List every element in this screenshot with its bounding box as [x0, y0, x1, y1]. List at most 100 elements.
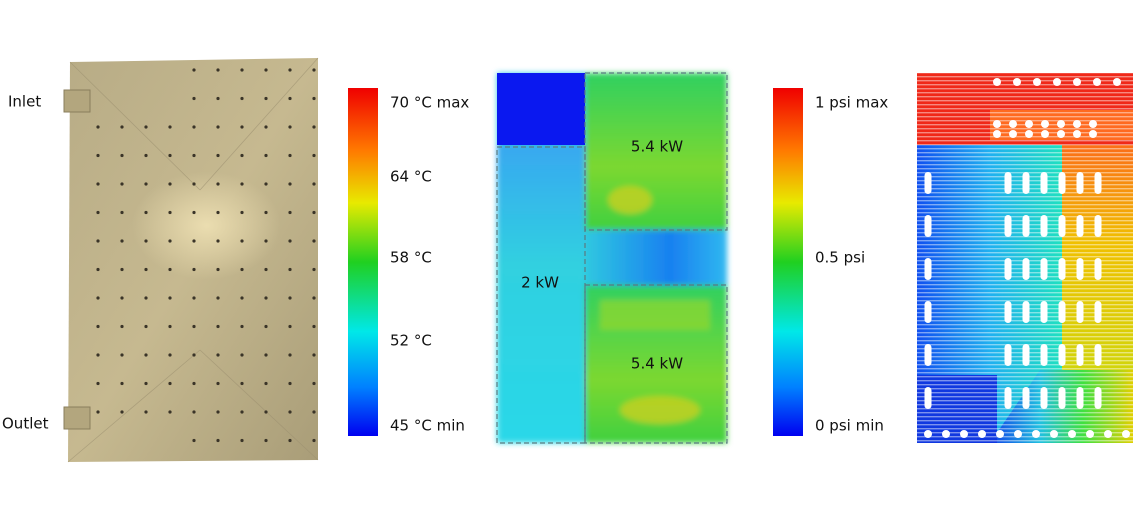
hole: [312, 153, 316, 158]
port: [1068, 430, 1076, 438]
hole: [216, 182, 220, 186]
pressure-map: [917, 73, 1133, 443]
colorbar: [348, 88, 378, 436]
hole: [192, 182, 196, 186]
slot: [1022, 301, 1030, 323]
hole: [240, 324, 244, 329]
slot: [1094, 172, 1102, 194]
hole: [240, 125, 244, 129]
hole: [264, 182, 268, 186]
slot: [1004, 344, 1012, 366]
hole: [120, 296, 124, 300]
hole: [240, 96, 244, 101]
hole: [144, 153, 148, 158]
hole: [168, 267, 172, 272]
port: [924, 430, 932, 438]
port: [1113, 78, 1121, 86]
slot: [1040, 387, 1048, 409]
hole: [216, 353, 220, 357]
cold-plate-photo: Inlet Outlet: [2, 57, 319, 463]
hole: [120, 410, 124, 414]
port: [993, 130, 1001, 138]
zone-outlines: [496, 72, 728, 444]
port: [1009, 130, 1017, 138]
hole: [264, 267, 268, 272]
hole: [264, 353, 268, 357]
hole: [192, 125, 196, 129]
heat-load-label: 5.4 kW: [631, 138, 683, 156]
hole: [192, 324, 196, 329]
hole: [240, 210, 244, 215]
hole: [288, 125, 292, 129]
hole: [144, 296, 148, 300]
port: [1014, 430, 1022, 438]
slot: [924, 258, 932, 280]
port: [1093, 78, 1101, 86]
port: [1089, 120, 1097, 128]
slot: [1076, 258, 1084, 280]
slot: [1058, 344, 1066, 366]
port: [1089, 130, 1097, 138]
hole: [240, 296, 244, 300]
slot: [1076, 301, 1084, 323]
hole: [264, 296, 268, 300]
hole: [288, 438, 292, 443]
slot: [1022, 258, 1030, 280]
port: [1025, 120, 1033, 128]
slot: [1058, 172, 1066, 194]
hole: [312, 410, 316, 414]
hole: [96, 410, 100, 414]
slot: [1094, 215, 1102, 237]
hole: [120, 239, 124, 243]
hole: [288, 210, 292, 215]
scale-label: 1 psi max: [815, 94, 888, 112]
hole: [288, 239, 292, 243]
hole: [96, 153, 100, 158]
hole: [216, 381, 220, 386]
hole: [144, 182, 148, 186]
hole: [120, 267, 124, 272]
hole: [288, 381, 292, 386]
port: [978, 430, 986, 438]
inlet-label: Inlet: [8, 93, 41, 111]
slot: [1040, 172, 1048, 194]
hole: [96, 353, 100, 357]
slot: [1094, 258, 1102, 280]
port: [1032, 430, 1040, 438]
port: [1122, 430, 1130, 438]
hole: [168, 125, 172, 129]
hole: [192, 353, 196, 357]
hole: [168, 153, 172, 158]
hole: [144, 267, 148, 272]
hole: [96, 267, 100, 272]
slot: [1058, 258, 1066, 280]
plate-seams: [67, 57, 319, 463]
hole: [216, 324, 220, 329]
hole: [120, 182, 124, 186]
pressure-colorbar: 1 psi max 0.5 psi 0 psi min: [773, 88, 888, 436]
slot: [1022, 344, 1030, 366]
hole: [120, 210, 124, 215]
hole: [96, 182, 100, 186]
pressure-slots: [924, 78, 1130, 438]
slot: [1004, 258, 1012, 280]
slot: [1076, 215, 1084, 237]
hole: [96, 381, 100, 386]
hole: [240, 381, 244, 386]
slot: [924, 344, 932, 366]
scale-label: 45 °C min: [390, 417, 465, 435]
hole: [312, 96, 316, 101]
hole: [288, 296, 292, 300]
hole: [168, 381, 172, 386]
hole: [240, 438, 244, 443]
slot: [924, 215, 932, 237]
hole: [96, 324, 100, 329]
hole: [216, 410, 220, 414]
hole: [192, 96, 196, 101]
hole: [264, 438, 268, 443]
hole: [216, 153, 220, 158]
slot: [1004, 172, 1012, 194]
hole: [240, 182, 244, 186]
port: [1073, 120, 1081, 128]
hole: [312, 239, 316, 243]
